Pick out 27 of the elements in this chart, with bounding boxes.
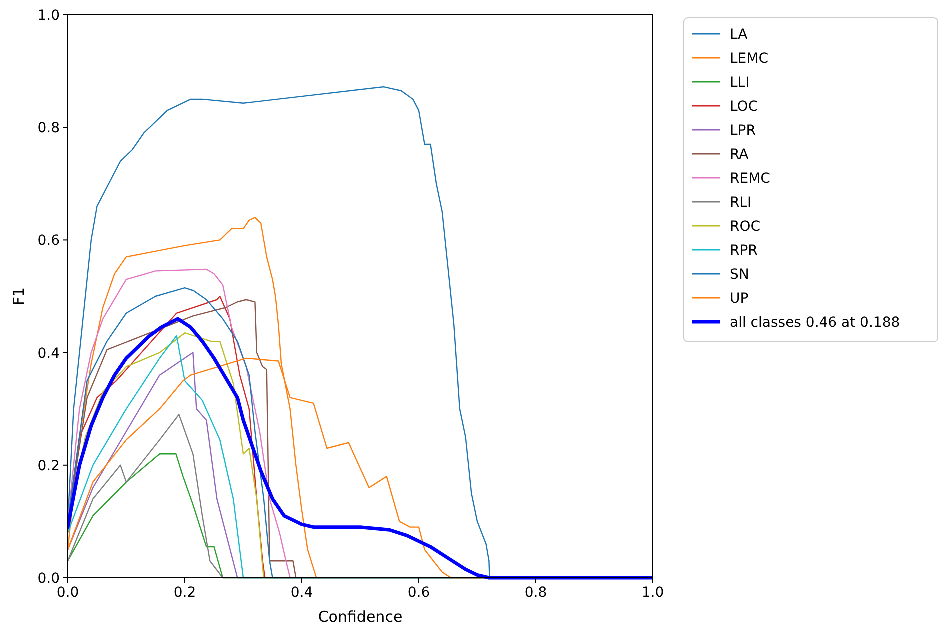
y-axis-title: F1 xyxy=(10,287,28,306)
legend-label: UP xyxy=(730,291,749,307)
legend-label: ROC xyxy=(730,219,761,235)
x-tick-label: 0.6 xyxy=(408,585,430,601)
x-axis-title: Confidence xyxy=(318,608,403,626)
y-tick-label: 0.0 xyxy=(38,571,60,587)
legend-label: LA xyxy=(730,27,748,43)
legend-label: all classes 0.46 at 0.188 xyxy=(730,315,900,331)
legend-label: RA xyxy=(730,147,750,163)
x-tick-label: 0.0 xyxy=(56,585,80,601)
legend-label: LEMC xyxy=(730,51,769,67)
y-tick-label: 1.0 xyxy=(38,8,60,24)
legend-label: SN xyxy=(730,267,750,283)
legend-label: LOC xyxy=(730,99,758,115)
x-tick-label: 0.8 xyxy=(524,585,548,601)
legend-label: LPR xyxy=(730,123,756,139)
x-tick-label: 1.0 xyxy=(642,585,664,601)
y-tick-label: 0.6 xyxy=(38,233,60,250)
legend-label: RLI xyxy=(730,195,752,211)
y-tick-label: 0.8 xyxy=(38,120,60,137)
y-tick-label: 0.2 xyxy=(38,458,60,474)
legend-label: LLI xyxy=(730,75,750,91)
y-tick-label: 0.4 xyxy=(38,346,60,362)
x-tick-label: 0.2 xyxy=(174,585,196,601)
legend-label: REMC xyxy=(730,171,771,187)
legend-label: RPR xyxy=(730,243,758,259)
x-tick-label: 0.4 xyxy=(290,585,314,601)
